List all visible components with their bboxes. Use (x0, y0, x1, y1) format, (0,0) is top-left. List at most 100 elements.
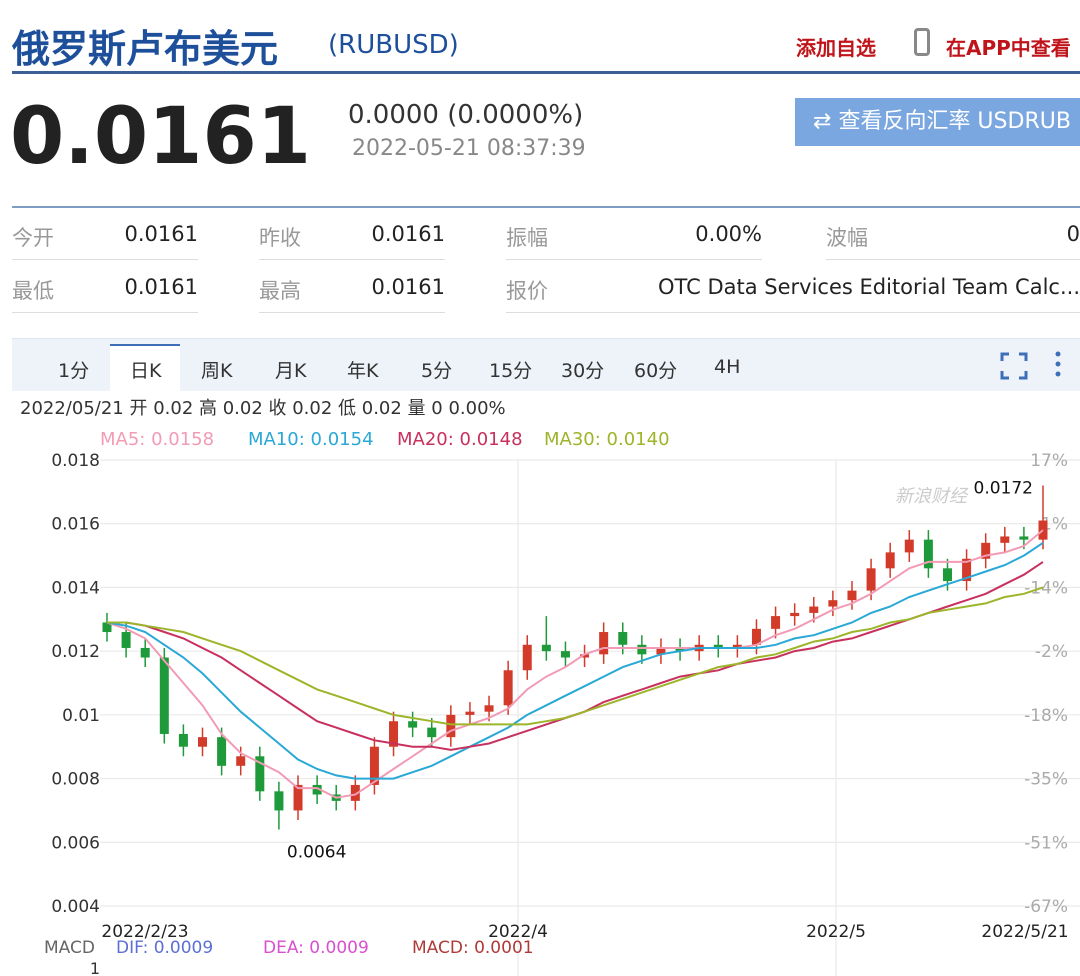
x-tick-label: 2022/5 (806, 922, 866, 942)
tab[interactable]: 1分 (58, 360, 90, 382)
tab[interactable]: 4H (714, 356, 741, 378)
candle-body (1019, 536, 1029, 540)
candle-body (771, 616, 781, 629)
tab[interactable]: 月K (275, 360, 307, 382)
y-tick-label: 0.012 (51, 642, 100, 662)
candle-body (389, 721, 399, 747)
y-tick-label: 0.01 (62, 706, 100, 726)
candle-body (790, 612, 800, 617)
tab[interactable]: 年K (347, 360, 379, 382)
candle-body (809, 606, 819, 613)
y-tick-label: 0.014 (51, 578, 100, 598)
x-tick-label: 2022/4 (488, 922, 548, 942)
candle-body (732, 644, 742, 648)
price: 0.0161 (10, 92, 311, 182)
legend-entry: MA10: 0.0154 (248, 429, 374, 450)
tab[interactable]: 5分 (421, 360, 453, 382)
right-label: -51% (1024, 833, 1068, 853)
stat-label: 波幅 (826, 226, 868, 250)
candle-body (962, 558, 972, 582)
tab[interactable]: 30分 (561, 360, 605, 382)
stat-label: 今开 (12, 226, 54, 250)
right-label: -14% (1024, 578, 1068, 598)
candle-body (580, 654, 590, 658)
y-tick-label: 0.008 (51, 770, 100, 790)
candle-body (675, 647, 685, 652)
candle-body (198, 737, 208, 747)
candle-body (828, 600, 838, 607)
macd-macd: MACD: 0.0001 (412, 938, 534, 958)
add-button[interactable]: 添加自选 (796, 36, 876, 60)
ma-line (106, 541, 1044, 780)
candle-body (1038, 520, 1048, 540)
y-tick-label: 0.004 (51, 897, 100, 917)
fullscreen-icon[interactable] (1000, 352, 1028, 380)
active-tab-bg (110, 344, 180, 392)
legend-entry: MA30: 0.0140 (544, 429, 670, 450)
tab[interactable]: 15分 (489, 360, 533, 382)
macd-axis-label: 1 (90, 959, 100, 976)
candle-body (427, 727, 437, 738)
candle-body (217, 737, 227, 766)
time: 2022-05-21 08:37:39 (352, 136, 586, 161)
candle-body (236, 756, 246, 766)
candle-body (369, 746, 379, 785)
min-label: 0.0064 (287, 843, 346, 863)
tab[interactable]: 60分 (634, 360, 678, 382)
right-label: -35% (1024, 770, 1068, 790)
candle-body (140, 647, 150, 658)
menu-icon[interactable] (1050, 350, 1066, 380)
stat-value: 0.0161 (124, 222, 198, 246)
stat-label: 最低 (12, 279, 54, 303)
underline (12, 312, 198, 313)
reverse-button[interactable]: ⇄ 查看反向汇率 USDRUB (795, 98, 1080, 146)
candle-body (522, 644, 532, 671)
candle-body (255, 756, 265, 792)
underline (826, 259, 1080, 260)
candle-body (408, 721, 418, 728)
tab[interactable]: 周K (201, 360, 233, 382)
legend-entry: MA5: 0.0158 (100, 429, 214, 450)
candle-body (465, 711, 475, 715)
right-label: 17% (1030, 451, 1068, 471)
stat-label: 最高 (259, 279, 301, 303)
right-label: -2% (1035, 642, 1068, 662)
legend-entry: MA20: 0.0148 (397, 429, 523, 450)
candle-body (102, 622, 112, 633)
candle-body (1000, 536, 1010, 543)
stat-label: 昨收 (259, 226, 301, 250)
candle-body (446, 714, 456, 738)
macd-title: MACD (44, 938, 95, 958)
reverse-label: 查看反向汇率 USDRUB (838, 109, 1071, 134)
watermark: 新浪财经 (895, 486, 969, 507)
candle-body (560, 651, 570, 658)
candle-body (637, 644, 647, 655)
x-tick-label: 2022/2/23 (101, 922, 188, 942)
phone-icon (914, 28, 930, 56)
underline (506, 259, 762, 260)
stat-value: OTC Data Services Editorial Team Calc... (658, 275, 1080, 299)
candle-body (159, 657, 169, 734)
app-button[interactable]: 在APP中查看 (946, 36, 1071, 60)
macd-dif: DIF: 0.0009 (116, 938, 213, 958)
stat-value: 0 (1066, 222, 1080, 246)
tab-bar (12, 338, 1080, 391)
code: (RUBUSD) (328, 30, 459, 60)
underline (506, 312, 1080, 313)
divider (12, 206, 1080, 208)
tab[interactable]: 日K (130, 360, 162, 382)
y-tick-label: 0.006 (51, 833, 100, 853)
underline (259, 312, 445, 313)
title: 俄罗斯卢布美元 (12, 27, 279, 71)
candle-body (751, 628, 761, 645)
ma-line (106, 529, 1044, 799)
candle-body (121, 632, 131, 648)
stat-value: 0.0161 (124, 275, 198, 299)
candle-body (942, 568, 952, 582)
info: 2022/05/21 开 0.02 高 0.02 收 0.02 低 0.02 量… (20, 398, 506, 419)
candle-body (178, 733, 188, 747)
candle-body (274, 791, 284, 811)
right-label: -18% (1024, 706, 1068, 726)
stat-value: 0.00% (695, 222, 762, 246)
candle-body (618, 632, 628, 645)
